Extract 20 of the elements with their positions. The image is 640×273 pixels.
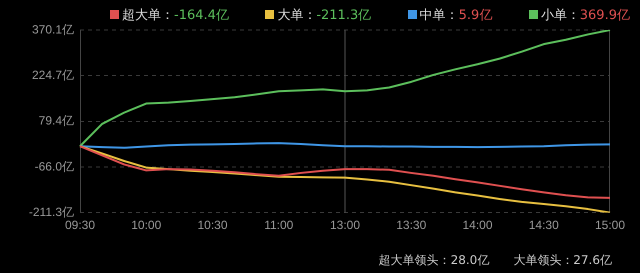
text: 大单领头：27.6亿 (513, 253, 612, 267)
x-tick-label: 11:00 (264, 218, 294, 232)
y-tick-label: -66.0亿 (34, 159, 74, 174)
x-tick-label: 10:00 (131, 218, 162, 232)
x-tick-label: 13:30 (396, 218, 427, 232)
text: 超大单领头：28.0亿 (378, 253, 490, 267)
x-tick-label: 09:30 (64, 218, 96, 232)
y-tick-label: -211.3亿 (28, 204, 74, 219)
y-tick-label: 79.4亿 (38, 114, 74, 128)
x-tick-label: 14:00 (462, 218, 493, 232)
y-tick-label: 370.1亿 (32, 22, 74, 36)
x-tick-label: 13:00 (330, 218, 360, 232)
text: 369.9亿 (580, 8, 630, 23)
x-tick-label: 14:30 (528, 218, 560, 232)
text: -211.3亿 (316, 8, 372, 23)
text: -164.4亿 (174, 8, 229, 23)
y-tick-label: 224.7亿 (32, 68, 74, 82)
text: 5.9亿 (458, 8, 492, 23)
x-tick-label: 15:00 (594, 218, 626, 232)
x-tick-label: 10:30 (197, 218, 228, 232)
